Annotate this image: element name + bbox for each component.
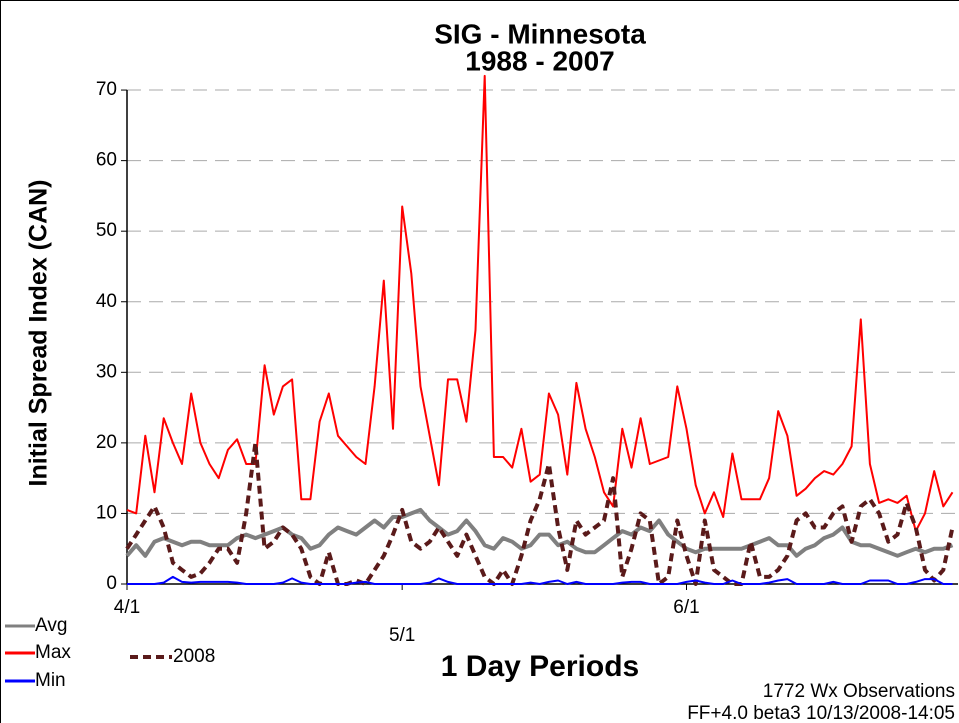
y-tick-label: 40 xyxy=(96,291,117,312)
x-axis-label: 1 Day Periods xyxy=(441,650,639,683)
legend-label: Avg xyxy=(35,615,67,636)
legend-label: 2008 xyxy=(173,646,215,667)
y-tick-label: 70 xyxy=(96,79,117,100)
y-tick-label: 30 xyxy=(96,361,117,382)
chart-subtitle: 1988 - 2007 xyxy=(465,45,614,76)
y-tick-label: 0 xyxy=(106,573,117,594)
annotation: 1772 Wx Observations xyxy=(763,681,955,702)
y-tick-label: 60 xyxy=(96,150,117,171)
x-tick-label: 6/1 xyxy=(673,597,699,618)
y-axis-label: Initial Spread Index (CAN) xyxy=(25,180,53,487)
y-tick-label: 50 xyxy=(96,220,117,241)
annotation: FF+4.0 beta3 10/13/2008-14:05 xyxy=(687,703,955,723)
series-line xyxy=(125,440,955,586)
legend-label: Max xyxy=(35,642,71,663)
legend-label: Min xyxy=(35,670,66,691)
series-line xyxy=(126,74,954,533)
series-line xyxy=(127,575,953,585)
x-tick-label: 5/1 xyxy=(389,625,415,646)
y-tick-label: 20 xyxy=(96,432,117,453)
y-tick-label: 10 xyxy=(96,502,117,523)
chart-title: SIG - Minnesota xyxy=(434,18,646,49)
x-tick-label: 4/1 xyxy=(114,597,140,618)
series-line xyxy=(125,507,954,558)
